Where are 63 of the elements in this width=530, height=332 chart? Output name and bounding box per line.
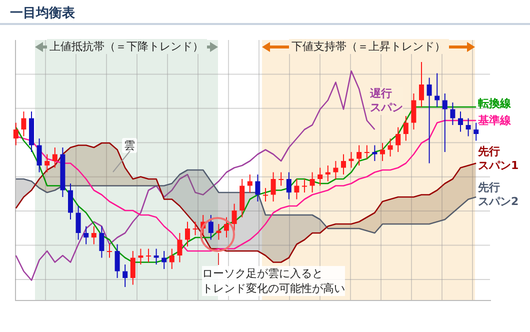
annotation: 雲 xyxy=(122,138,137,153)
candlestick xyxy=(388,138,393,157)
series-label: 先行スパン1 xyxy=(478,145,519,173)
candlestick xyxy=(474,122,479,142)
candlestick xyxy=(99,226,104,258)
candlestick xyxy=(13,122,18,146)
candlestick xyxy=(263,188,268,202)
candlestick xyxy=(466,118,471,137)
candlestick xyxy=(154,248,159,265)
candlestick xyxy=(318,167,323,186)
candlestick xyxy=(380,142,385,162)
annotation: ローソク足が雲に入るとトレンド変化の可能性が高い xyxy=(202,266,345,296)
candlestick xyxy=(333,160,338,180)
candlestick xyxy=(192,221,198,236)
candlestick xyxy=(84,226,89,245)
text: 下値支持帯（＝上昇トレンド） xyxy=(288,39,448,54)
candlestick xyxy=(107,244,112,258)
candlestick xyxy=(130,250,136,286)
candlestick xyxy=(185,221,190,247)
candlestick xyxy=(21,111,26,137)
candlestick xyxy=(411,93,416,130)
candlestick xyxy=(372,144,378,162)
candlestick xyxy=(255,174,260,202)
candlestick xyxy=(122,264,128,288)
candlestick xyxy=(364,144,370,160)
candlestick xyxy=(138,248,144,265)
candlestick xyxy=(162,250,167,270)
candlestick xyxy=(146,248,151,263)
candlestick xyxy=(68,183,73,220)
candlestick xyxy=(247,174,252,193)
candlestick xyxy=(232,203,237,232)
text: 上値抵抗帯（＝下降トレンド） xyxy=(46,39,206,54)
series-label: 転換線 xyxy=(478,97,511,111)
candlestick xyxy=(114,244,120,278)
candlestick xyxy=(302,178,307,193)
series-label: 遅行スパン xyxy=(370,87,403,115)
candlestick xyxy=(278,172,284,186)
candlestick xyxy=(224,216,229,238)
candlestick xyxy=(76,206,81,240)
candlestick xyxy=(36,138,42,173)
candlestick xyxy=(208,214,214,240)
candlestick xyxy=(403,116,408,142)
series-label: 基準線 xyxy=(478,114,511,128)
candlestick xyxy=(177,232,182,263)
candlestick xyxy=(270,172,276,202)
candlestick xyxy=(434,72,440,108)
candlestick xyxy=(356,144,362,166)
chart-title: 一目均衡表 xyxy=(10,5,75,22)
candlestick xyxy=(44,154,50,173)
series-label: 先行スパン2 xyxy=(478,181,519,209)
candlestick xyxy=(310,172,315,193)
candlestick xyxy=(341,154,346,175)
candlestick xyxy=(419,62,424,108)
candlestick xyxy=(458,111,463,132)
candlestick xyxy=(442,93,448,152)
candlestick xyxy=(426,77,432,164)
candlestick xyxy=(450,102,456,126)
candlestick xyxy=(169,248,174,270)
candlestick xyxy=(396,126,401,152)
candlestick xyxy=(286,172,292,200)
candlestick xyxy=(294,178,300,200)
candlestick xyxy=(52,147,58,168)
candlestick xyxy=(91,226,96,245)
